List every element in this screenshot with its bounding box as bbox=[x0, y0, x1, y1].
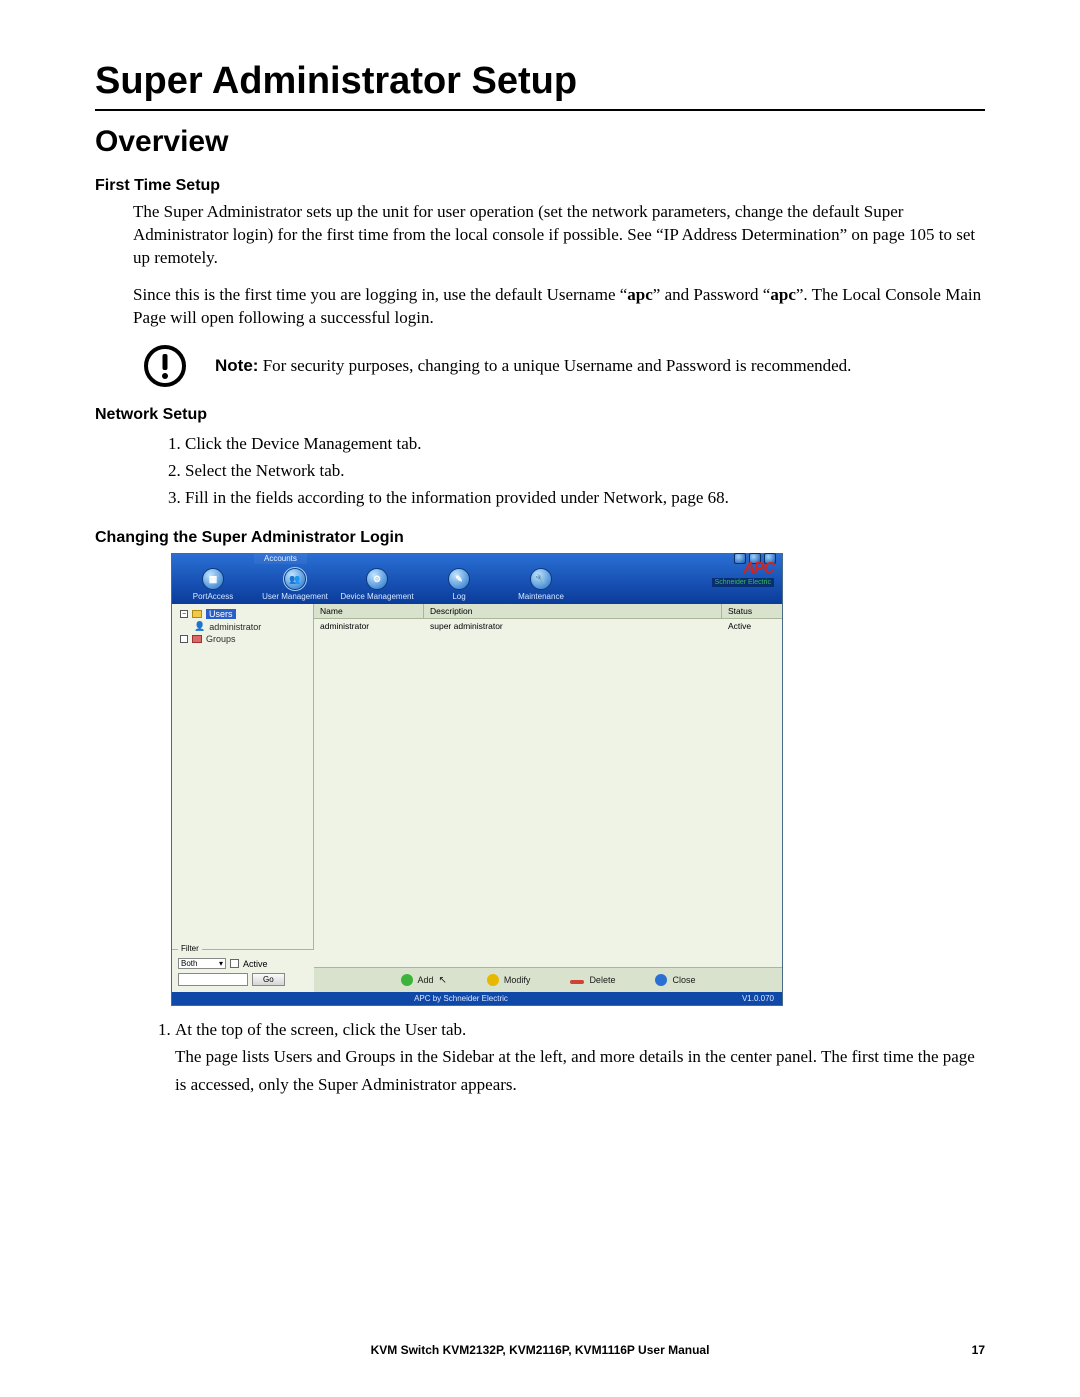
subsection-first-time: First Time Setup bbox=[95, 177, 985, 195]
groups-folder-icon bbox=[192, 635, 202, 643]
filter-go-button[interactable]: Go bbox=[252, 973, 285, 986]
tree-administrator-node[interactable]: 👤 administrator bbox=[176, 620, 309, 633]
tree-groups-node[interactable]: Groups bbox=[176, 633, 309, 645]
filter-select-value: Both bbox=[181, 959, 197, 968]
filter-panel: Filter Both ▾ Active Go bbox=[172, 949, 314, 992]
filter-select[interactable]: Both ▾ bbox=[178, 958, 226, 969]
sidebar-tree: − Users 👤 administrator Groups bbox=[172, 604, 314, 949]
col-status[interactable]: Status bbox=[722, 604, 782, 618]
apc-logo: APC bbox=[712, 560, 774, 578]
delete-button[interactable]: Delete bbox=[570, 975, 615, 985]
filter-text-input[interactable] bbox=[178, 973, 248, 986]
grid-header: Name Description Status bbox=[314, 604, 782, 619]
step: Click the Device Management tab. bbox=[185, 430, 985, 457]
button-label: Add bbox=[418, 975, 434, 985]
app-footer: APC by Schneider Electric V1.0.070 bbox=[172, 992, 782, 1005]
tree-label: Groups bbox=[206, 634, 236, 644]
footer-version: V1.0.070 bbox=[742, 994, 774, 1003]
device-management-icon: ⚙ bbox=[366, 568, 388, 590]
filter-title: Filter bbox=[178, 944, 202, 953]
brand-subtext: Schneider Electric bbox=[712, 578, 774, 587]
subsection-network: Network Setup bbox=[95, 406, 985, 424]
tab-port-access[interactable]: ▦ PortAccess bbox=[172, 564, 254, 604]
close-button[interactable]: Close bbox=[655, 974, 695, 986]
log-icon: ✎ bbox=[448, 568, 470, 590]
brand-block: APC Schneider Electric bbox=[712, 560, 774, 587]
tab-user-management[interactable]: 👥 User Management bbox=[254, 564, 336, 604]
col-description[interactable]: Description bbox=[424, 604, 722, 618]
tree-label: administrator bbox=[209, 622, 261, 632]
change-login-steps: At the top of the screen, click the User… bbox=[155, 1016, 985, 1098]
step: Fill in the fields according to the info… bbox=[185, 484, 985, 511]
button-label: Close bbox=[672, 975, 695, 985]
plus-icon bbox=[401, 974, 413, 986]
tree-label: Users bbox=[206, 609, 236, 619]
user-icon: 👤 bbox=[194, 621, 205, 632]
step: At the top of the screen, click the User… bbox=[175, 1016, 985, 1098]
tab-label: Device Management bbox=[336, 592, 418, 601]
paragraph: The Super Administrator sets up the unit… bbox=[133, 201, 985, 270]
button-label: Delete bbox=[589, 975, 615, 985]
port-access-icon: ▦ bbox=[202, 568, 224, 590]
tab-label: Maintenance bbox=[500, 592, 582, 601]
cell-desc: super administrator bbox=[424, 619, 722, 633]
add-button[interactable]: Add ↖ bbox=[401, 974, 447, 986]
text: Since this is the first time you are log… bbox=[133, 285, 627, 304]
network-steps: Click the Device Management tab. Select … bbox=[165, 430, 985, 512]
pencil-icon bbox=[487, 974, 499, 986]
page-number: 17 bbox=[972, 1343, 985, 1357]
tab-maintenance[interactable]: 🔧 Maintenance bbox=[500, 564, 582, 604]
modify-button[interactable]: Modify bbox=[487, 974, 531, 986]
collapse-icon[interactable]: − bbox=[180, 610, 188, 618]
header-sublabel: Accounts bbox=[254, 553, 307, 564]
alert-icon bbox=[143, 344, 187, 388]
user-management-icon: 👥 bbox=[284, 568, 306, 590]
manual-page: Super Administrator Setup Overview First… bbox=[0, 0, 1080, 1148]
subsection-change-login: Changing the Super Administrator Login bbox=[95, 529, 985, 547]
tree-users-node[interactable]: − Users bbox=[176, 608, 309, 620]
action-bar: Add ↖ Modify Delete Close bbox=[314, 967, 782, 992]
cell-name: administrator bbox=[314, 619, 424, 633]
tab-label: Log bbox=[418, 592, 500, 601]
main-panel: Name Description Status administrator su… bbox=[314, 604, 782, 992]
note-callout: Note: For security purposes, changing to… bbox=[143, 344, 985, 388]
note-body: For security purposes, changing to a uni… bbox=[258, 356, 851, 375]
filter-active-label: Active bbox=[243, 959, 268, 969]
section-title: Overview bbox=[95, 125, 985, 159]
cell-status: Active bbox=[722, 619, 782, 633]
button-label: Modify bbox=[504, 975, 531, 985]
chevron-down-icon: ▾ bbox=[219, 959, 223, 968]
note-text: Note: For security purposes, changing to… bbox=[215, 356, 851, 376]
default-username: apc bbox=[627, 285, 653, 304]
maintenance-icon: 🔧 bbox=[530, 568, 552, 590]
page-footer: KVM Switch KVM2132P, KVM2116P, KVM1116P … bbox=[0, 1343, 1080, 1357]
tab-label: User Management bbox=[254, 592, 336, 601]
note-label: Note: bbox=[215, 356, 258, 375]
kvm-app-window: Accounts ▦ PortAccess 👥 User Management … bbox=[171, 553, 783, 1006]
app-header: Accounts ▦ PortAccess 👥 User Management … bbox=[172, 554, 782, 604]
minus-icon bbox=[570, 980, 584, 984]
col-name[interactable]: Name bbox=[314, 604, 424, 618]
text: ” and Password “ bbox=[653, 285, 771, 304]
step-text: At the top of the screen, click the User… bbox=[175, 1020, 466, 1039]
tab-log[interactable]: ✎ Log bbox=[418, 564, 500, 604]
filter-active-checkbox[interactable] bbox=[230, 959, 239, 968]
close-icon bbox=[655, 974, 667, 986]
table-row[interactable]: administrator super administrator Active bbox=[314, 619, 782, 633]
chapter-title: Super Administrator Setup bbox=[95, 60, 985, 111]
tab-device-management[interactable]: ⚙ Device Management bbox=[336, 564, 418, 604]
footer-center: APC by Schneider Electric bbox=[414, 994, 508, 1003]
default-password: apc bbox=[770, 285, 796, 304]
paragraph: Since this is the first time you are log… bbox=[133, 284, 985, 330]
collapse-icon[interactable] bbox=[180, 635, 188, 643]
step: Select the Network tab. bbox=[185, 457, 985, 484]
tab-label: PortAccess bbox=[172, 592, 254, 601]
app-body: − Users 👤 administrator Groups bbox=[172, 604, 782, 992]
step-detail: The page lists Users and Groups in the S… bbox=[175, 1047, 975, 1093]
cursor-icon: ↖ bbox=[439, 975, 447, 986]
users-folder-icon bbox=[192, 610, 202, 618]
grid-body: administrator super administrator Active bbox=[314, 619, 782, 967]
